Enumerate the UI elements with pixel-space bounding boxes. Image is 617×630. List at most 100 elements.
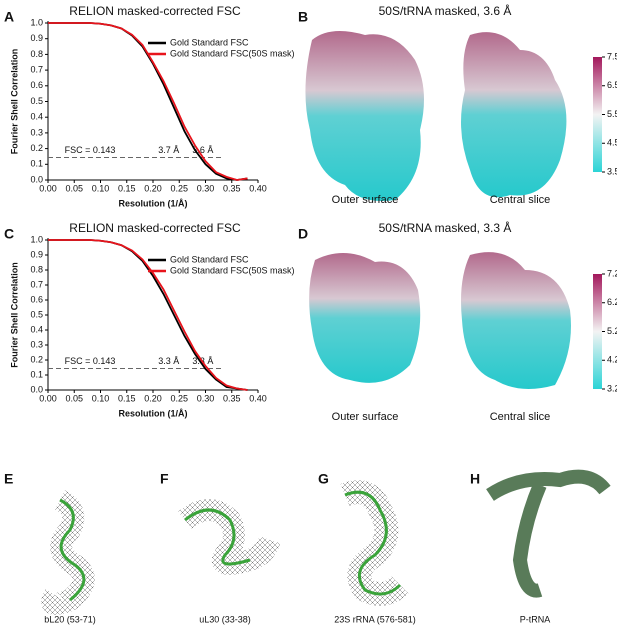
x-axis-label: Resolution (1/Å): [119, 198, 188, 208]
y-axis-label: Fourier Shell Correlation: [9, 262, 19, 368]
y-tick-label: 0.4: [30, 324, 43, 334]
y-tick-label: 0.5: [30, 96, 43, 106]
model-caption: uL30 (33-38): [199, 614, 251, 624]
legend-label: Gold Standard FSC(50S mask): [170, 265, 295, 275]
colorbar-tick-label: 7.2: [607, 268, 617, 278]
legend-label: Gold Standard FSC: [170, 254, 249, 264]
x-tick-label: 0.05: [65, 393, 83, 403]
colorbar: [593, 274, 602, 389]
y-tick-label: 0.4: [30, 112, 43, 122]
y-tick-label: 0.3: [30, 339, 43, 349]
map-outer-b: [305, 31, 424, 201]
map-caption: Central slice: [490, 411, 551, 423]
annotation: FSC = 0.143: [65, 145, 116, 155]
density-e: [41, 490, 95, 615]
x-tick-label: 0.15: [118, 393, 136, 403]
panel-label: A: [4, 9, 14, 25]
y-tick-label: 0.0: [30, 174, 43, 184]
map-outer-d: [309, 252, 421, 383]
x-tick-label: 0.40: [249, 393, 267, 403]
y-tick-label: 0.8: [30, 264, 43, 274]
x-tick-label: 0.35: [223, 183, 241, 193]
map-caption: Outer surface: [332, 194, 399, 206]
annotation: 3.6 Å: [192, 145, 213, 155]
model-images: [41, 469, 611, 615]
map-caption: Central slice: [490, 194, 551, 206]
colorbar-tick-label: 4.5: [607, 138, 617, 148]
x-tick-label: 0.25: [170, 393, 188, 403]
x-tick-label: 0.05: [65, 183, 83, 193]
y-tick-label: 0.7: [30, 64, 43, 74]
x-tick-label: 0.30: [197, 183, 215, 193]
panel-label: B: [298, 9, 308, 25]
map-title: 50S/tRNA masked, 3.3 Å: [379, 220, 512, 235]
panel-label: D: [298, 226, 308, 242]
x-tick-label: 0.10: [92, 183, 110, 193]
y-tick-label: 0.9: [30, 249, 43, 259]
legend-label: Gold Standard FSC(50S mask): [170, 48, 295, 58]
x-tick-label: 0.40: [249, 183, 267, 193]
y-tick-label: 1.0: [30, 234, 43, 244]
map-slice-d: [461, 252, 571, 389]
model-caption: bL20 (53-71): [44, 614, 96, 624]
chart-title: RELION masked-corrected FSC: [69, 221, 241, 235]
y-tick-label: 0.2: [30, 354, 43, 364]
y-tick-label: 0.6: [30, 80, 43, 90]
annotation: FSC = 0.143: [65, 356, 116, 366]
y-tick-label: 0.6: [30, 294, 43, 304]
annotation: 3.7 Å: [158, 145, 179, 155]
y-tick-label: 0.5: [30, 309, 43, 319]
y-tick-label: 0.8: [30, 49, 43, 59]
colorbar-tick-label: 7.5: [607, 51, 617, 61]
model-caption: 23S rRNA (576-581): [334, 614, 416, 624]
map-caption: Outer surface: [332, 411, 399, 423]
x-tick-label: 0.00: [39, 183, 57, 193]
y-tick-label: 0.1: [30, 159, 43, 169]
panel-label: F: [160, 471, 169, 487]
annotation: 3.3 Å: [158, 356, 179, 366]
colorbar-tick-label: 3.5: [607, 166, 617, 176]
colorbar-tick-label: 5.2: [607, 326, 617, 336]
panel-label: E: [4, 471, 13, 487]
panel-label: H: [470, 471, 480, 487]
legend-label: Gold Standard FSC: [170, 37, 249, 47]
x-tick-label: 0.25: [170, 183, 188, 193]
colorbar-tick-label: 3.2: [607, 383, 617, 393]
panel-label: C: [4, 226, 14, 242]
map-slice-b: [461, 32, 567, 198]
colorbar-tick-label: 5.5: [607, 109, 617, 119]
y-tick-label: 0.3: [30, 127, 43, 137]
map-images: [305, 31, 571, 389]
fsc-line: [48, 239, 248, 391]
y-tick-label: 0.0: [30, 384, 43, 394]
model-h: [486, 469, 611, 598]
x-tick-label: 0.15: [118, 183, 136, 193]
y-tick-label: 1.0: [30, 17, 43, 27]
colorbar-tick-label: 4.2: [607, 355, 617, 365]
colorbar: [593, 57, 602, 172]
y-axis-label: Fourier Shell Correlation: [9, 49, 19, 155]
x-tick-label: 0.00: [39, 393, 57, 403]
colorbar-tick-label: 6.2: [607, 297, 617, 307]
y-tick-label: 0.2: [30, 143, 43, 153]
panel-label: G: [318, 471, 329, 487]
model-f: [184, 508, 251, 566]
density-g: [340, 480, 409, 606]
model-g: [344, 490, 402, 596]
x-tick-label: 0.30: [197, 393, 215, 403]
map-title: 50S/tRNA masked, 3.6 Å: [379, 3, 512, 18]
y-tick-label: 0.1: [30, 369, 43, 379]
x-tick-label: 0.20: [144, 393, 162, 403]
model-e: [59, 498, 86, 602]
chart-title: RELION masked-corrected FSC: [69, 4, 241, 18]
colorbar-tick-label: 6.5: [607, 80, 617, 90]
x-tick-label: 0.35: [223, 393, 241, 403]
y-tick-label: 0.7: [30, 279, 43, 289]
model-caption: P-tRNA: [520, 614, 551, 624]
x-axis-label: Resolution (1/Å): [119, 408, 188, 418]
y-tick-label: 0.9: [30, 33, 43, 43]
fsc-line: [48, 22, 248, 181]
x-tick-label: 0.20: [144, 183, 162, 193]
x-tick-label: 0.10: [92, 393, 110, 403]
